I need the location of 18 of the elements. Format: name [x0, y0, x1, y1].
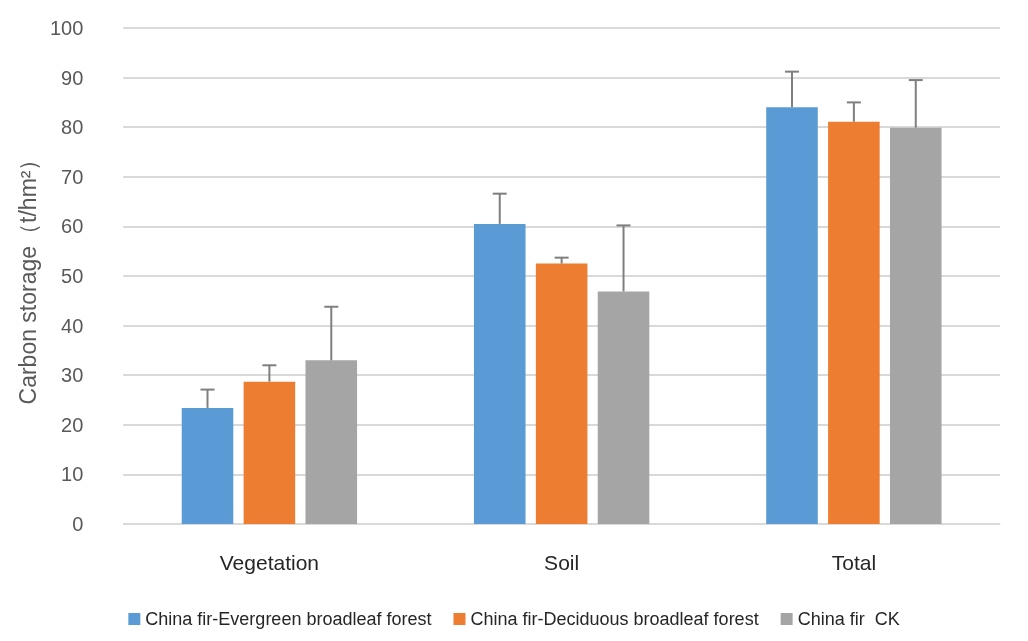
- legend-label: China fir-Evergreen broadleaf forest: [145, 609, 432, 629]
- legend-label: China fir CK: [797, 609, 900, 629]
- y-tick-label: 20: [61, 413, 84, 436]
- y-tick-label: 80: [61, 116, 84, 139]
- y-axis-title: Carbon storage（t/hm²）: [14, 147, 41, 405]
- y-tick-label: 40: [61, 314, 84, 337]
- y-tick-label: 0: [72, 513, 84, 535]
- y-tick-label: 30: [61, 364, 84, 387]
- y-tick-label: 100: [49, 17, 84, 39]
- x-tick-label: Total: [831, 551, 877, 574]
- y-tick-label: 10: [61, 463, 84, 486]
- x-tick-label: Vegetation: [219, 551, 320, 574]
- y-tick-label: 60: [61, 215, 84, 238]
- x-tick-label: Soil: [544, 551, 580, 574]
- legend-label: China fir-Deciduous broadleaf forest: [470, 609, 759, 629]
- y-tick-label: 90: [61, 66, 84, 89]
- y-tick-label: 50: [61, 265, 84, 287]
- y-tick-label: 70: [61, 165, 84, 188]
